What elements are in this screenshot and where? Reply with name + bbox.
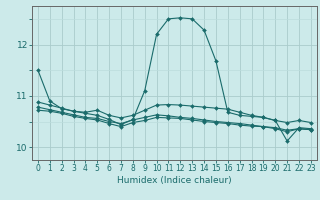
X-axis label: Humidex (Indice chaleur): Humidex (Indice chaleur)	[117, 176, 232, 185]
